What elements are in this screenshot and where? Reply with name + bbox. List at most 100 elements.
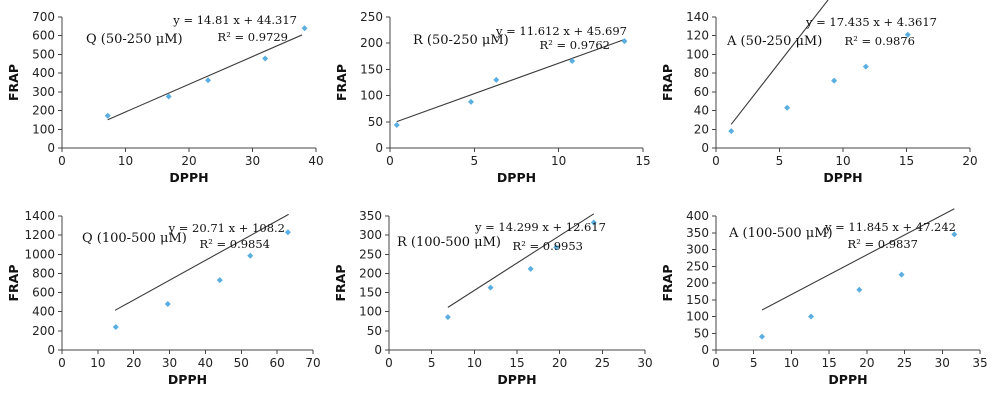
plot-3: 0 20 40 60 80 100 120 140 0 5 10 15 20 DPPH FRAP A (50-… [660,0,978,185]
y-tick-label: 140 [686,10,709,24]
r-squared: R² = 0.9837 [848,237,918,251]
trendline [730,0,829,125]
y-tick-label: 0 [47,141,55,155]
y-axis-title: FRAP [660,265,675,302]
x-axis-title: DPPH [823,170,862,185]
x-tick-label: 0 [385,356,393,370]
x-tick-label: 20 [552,356,567,370]
y-tick-label: 1000 [24,247,55,261]
y-axis-title: FRAP [6,265,21,302]
regression-equation: y = 14.299 x + 12.617 [474,220,606,234]
x-tick-label: 5 [471,154,479,168]
x-axis-title: DPPH [497,372,536,387]
y-tick-label: 150 [686,293,709,307]
y-tick-label: 300 [359,228,382,242]
y-tick-label: 120 [686,29,709,43]
data-point [728,128,735,135]
trendline [114,213,289,311]
y-tick-label: 0 [375,141,383,155]
y-tick-label: 250 [359,247,382,261]
data-point [467,98,474,105]
x-tick-label: 15 [899,154,914,168]
x-tick-label: 40 [198,356,213,370]
data-point [856,286,863,293]
data-point [569,58,576,65]
y-tick-label: 40 [694,104,709,118]
x-tick-label: 30 [637,356,652,370]
y-tick-label: 50 [367,324,382,338]
y-tick-label: 100 [359,305,382,319]
data-point [784,104,791,111]
y-tick-label: 200 [359,266,382,280]
x-tick-label: 25 [595,356,610,370]
data-point [951,231,958,238]
data-point [205,77,212,84]
x-tick-label: 30 [245,154,260,168]
y-axis-title: FRAP [334,64,349,101]
y-tick-label: 200 [32,324,55,338]
trendline [107,34,303,121]
y-tick-label: 700 [32,10,55,24]
data-point [247,252,254,259]
x-tick-label: 30 [935,356,950,370]
x-tick-label: 10 [551,154,566,168]
y-tick-label: 100 [686,47,709,61]
plot-4: 0 200 400 600 800 1000 1200 1400 0 10 20 30 40 50 60 70… [6,209,321,387]
y-tick-label: 100 [686,310,709,324]
x-tick-label: 5 [428,356,436,370]
panel-label: A (100-500 μM) [728,226,833,241]
r-squared: R² = 0.9729 [218,30,288,44]
y-tick-label: 600 [32,29,55,43]
panel-label: Q (50-250 μM) [86,32,183,47]
data-point [759,333,766,340]
x-tick-label: 40 [308,154,323,168]
regression-equation: y = 20.71 x + 108.2 [168,221,285,235]
data-point [898,271,905,278]
regression-equation: y = 14.81 x + 44.317 [172,13,297,27]
y-tick-label: 350 [359,209,382,223]
data-point [104,112,111,119]
y-tick-label: 150 [359,286,382,300]
trendline [396,38,625,123]
panel-label: Q (100-500 μM) [82,231,187,246]
x-tick-label: 15 [509,356,524,370]
data-point [444,314,451,321]
panel-label: A (50-250 μM) [726,34,822,49]
data-point [621,38,628,45]
y-tick-label: 300 [686,243,709,257]
y-tick-label: 200 [360,36,383,50]
y-tick-label: 250 [360,10,383,24]
data-point [165,93,172,100]
x-tick-label: 10 [835,154,850,168]
x-tick-label: 60 [270,356,285,370]
panel-label: R (100-500 μM) [397,235,501,250]
data-point [493,76,500,83]
y-axis-title: FRAP [6,64,21,101]
plot-6: 0 50 100 150 200 250 300 350 400 0 5 10 15 20 25 30 35 DP… [660,208,988,387]
data-point [487,284,494,291]
x-tick-label: 20 [126,356,141,370]
y-tick-label: 200 [32,104,55,118]
y-tick-label: 80 [694,66,709,80]
data-point [301,25,308,32]
y-axis-title: FRAP [660,64,675,101]
y-tick-label: 1200 [24,228,55,242]
y-tick-label: 800 [32,266,55,280]
x-tick-label: 5 [750,356,758,370]
data-point [112,324,119,331]
data-point [862,63,869,70]
y-tick-label: 20 [694,122,709,136]
plot-1: 0 100 200 300 400 500 600 700 0 10 20 30 40 DPPH FRAP Q… [6,10,324,185]
regression-equation: y = 11.612 x + 45.697 [495,24,627,38]
y-tick-label: 0 [701,141,709,155]
x-tick-label: 20 [181,154,196,168]
x-axis-title: DPPH [497,170,536,185]
trendline [761,208,955,311]
y-tick-label: 0 [374,343,382,357]
r-squared: R² = 0.9876 [845,34,915,48]
y-tick-label: 1400 [24,209,55,223]
y-axis-title: FRAP [333,265,348,302]
y-tick-label: 400 [32,66,55,80]
y-tick-label: 400 [686,209,709,223]
